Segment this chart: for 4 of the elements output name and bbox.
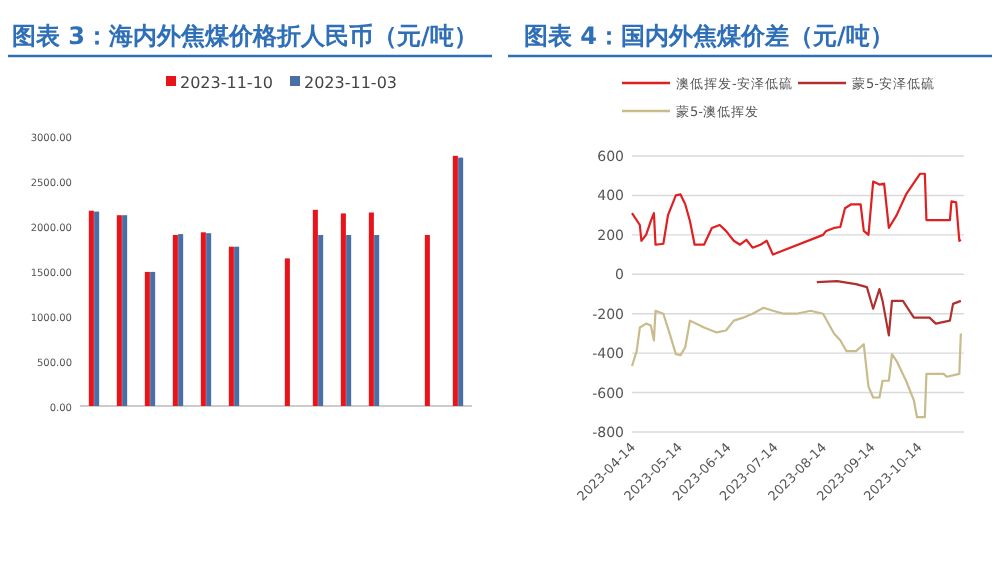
chart-title: 图表 3：海内外焦煤价格折人民币（元/吨）: [12, 22, 478, 50]
legend-label: 2023-11-10: [180, 74, 273, 92]
legend-label: 2023-11-03: [304, 74, 397, 92]
chart-title: 图表 4：国内外焦煤价差（元/吨）: [524, 22, 894, 50]
